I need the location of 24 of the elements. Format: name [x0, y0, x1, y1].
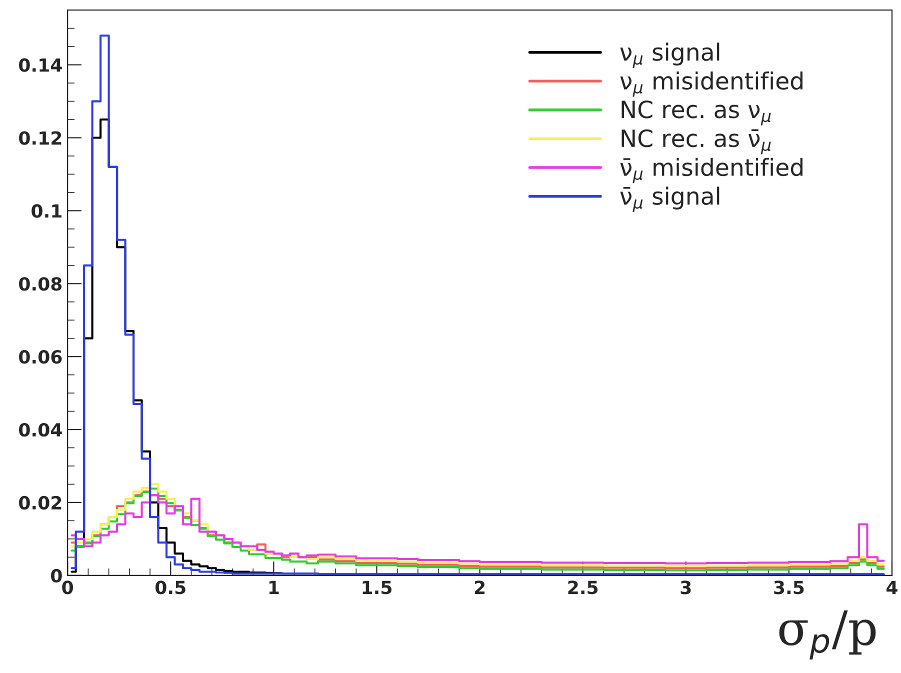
legend-label: ν̄$_{μ}$ misidentified — [620, 158, 802, 184]
x-tick-label: 0 — [62, 580, 73, 594]
x-tick-label: 2 — [474, 580, 484, 594]
legend-label: NC rec. as ν̄$_{μ}$ — [622, 129, 771, 154]
legend-label: NC rec. as ν$_{μ}$ — [622, 100, 771, 126]
x-tick-label: 2.5 — [568, 580, 598, 594]
x-tick-label: 3 — [680, 580, 691, 594]
x-axis-title: σ$_{p}$/p — [779, 610, 876, 660]
y-tick-label: 0.04 — [19, 422, 62, 437]
legend-label: ν̄$_{μ}$ signal — [620, 186, 720, 212]
y-tick-label: 0.08 — [19, 277, 62, 291]
x-tick-label: 1 — [269, 580, 279, 594]
y-tick-label: 0.02 — [19, 496, 62, 510]
x-tick-label: 1.5 — [362, 580, 392, 594]
legend-label: ν$_{μ}$ misidentified — [620, 71, 802, 97]
x-tick-label: 4 — [886, 580, 898, 594]
legend-label: ν$_{μ}$ signal — [620, 42, 720, 68]
x-tick-label: 3.5 — [774, 580, 804, 594]
y-tick-label: 0 — [51, 568, 62, 583]
y-tick-label: 0.1 — [32, 204, 62, 218]
y-tick-label: 0.12 — [19, 131, 62, 145]
x-tick-label: 0.5 — [156, 580, 186, 594]
y-tick-label: 0.14 — [19, 58, 62, 72]
y-tick-label: 0.06 — [19, 350, 62, 364]
